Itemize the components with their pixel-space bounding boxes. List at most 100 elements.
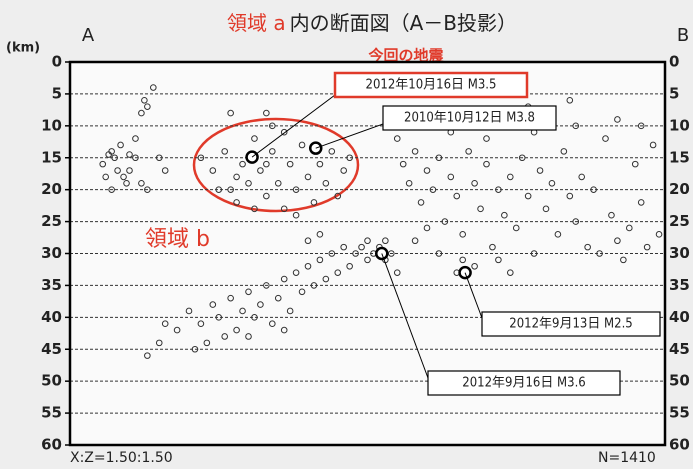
quake-point: [245, 333, 252, 340]
leader-line: [315, 123, 384, 149]
quake-point: [102, 173, 109, 181]
quake-point: [441, 218, 449, 225]
quake-point: [117, 141, 124, 149]
quake-point: [123, 179, 130, 187]
quake-point: [161, 167, 169, 174]
quake-point: [233, 199, 240, 206]
y-tick-label: 55: [41, 404, 62, 422]
y2-tick-label: 20: [669, 180, 690, 198]
quake-point: [328, 250, 336, 257]
quake-point: [269, 148, 276, 155]
quake-point: [233, 173, 240, 181]
quake-point: [251, 135, 258, 142]
quake-point: [126, 151, 133, 158]
quake-point: [518, 154, 526, 162]
ratio-label: X:Z=1.50:1.50: [70, 450, 173, 466]
quake-point: [108, 186, 115, 193]
quake-point: [280, 275, 288, 283]
quake-point: [257, 167, 264, 174]
y-tick-label: 45: [41, 340, 62, 358]
y-tick-label: 25: [41, 212, 62, 230]
quake-point: [423, 167, 431, 174]
quake-point: [304, 173, 312, 181]
y-tick-label: 0: [52, 53, 62, 71]
quake-point: [459, 231, 467, 238]
quake-point: [269, 122, 276, 130]
quake-point: [435, 250, 443, 257]
quake-point: [524, 192, 532, 200]
quake-point: [269, 320, 276, 328]
quake-point: [155, 339, 163, 347]
quake-point: [203, 339, 211, 347]
annotation-text: 2012年10月16日 M3.5: [366, 78, 497, 93]
quake-point: [447, 173, 455, 181]
quake-point: [120, 173, 127, 181]
quake-point: [483, 160, 490, 168]
quake-point: [614, 116, 621, 123]
y2-tick-label: 40: [669, 308, 690, 326]
annotation-text: 2012年9月16日 M3.6: [462, 376, 585, 391]
quake-point: [405, 179, 413, 187]
quake-point: [251, 314, 258, 321]
quake-point: [393, 135, 401, 142]
y-tick-label: 30: [41, 244, 62, 262]
y-tick-label: 50: [41, 372, 62, 390]
corner-b: B: [677, 25, 689, 46]
y2-tick-label: 25: [669, 212, 690, 230]
quake-point: [292, 186, 300, 193]
quake-point: [257, 301, 264, 308]
quake-point: [155, 154, 163, 162]
quake-point: [584, 243, 591, 251]
quake-point: [566, 97, 574, 104]
quake-point: [99, 160, 107, 168]
quake-point: [393, 269, 401, 276]
annotation-box: [481, 311, 661, 337]
quake-point: [227, 186, 234, 193]
quake-point: [477, 205, 484, 213]
annotation-text: 2010年10月12日 M3.8: [404, 111, 535, 126]
quake-point: [316, 231, 324, 238]
quake-point: [614, 237, 621, 245]
y-axis-label: (km): [6, 41, 40, 56]
y-tick-label: 20: [41, 180, 62, 198]
quake-point: [512, 224, 520, 232]
quake-point: [286, 307, 294, 315]
quake-point: [572, 122, 580, 130]
quake-point: [465, 148, 472, 155]
quake-point: [554, 231, 562, 238]
quake-point: [197, 320, 205, 328]
quake-point: [637, 122, 645, 130]
quake-point: [310, 199, 318, 206]
y2-tick-label: 5: [669, 84, 679, 102]
quake-point: [141, 97, 148, 104]
quake-point: [304, 262, 312, 270]
quake-point: [209, 301, 217, 308]
corner-a: A: [82, 25, 95, 46]
y-tick-label: 35: [41, 276, 62, 294]
quake-point: [423, 224, 431, 232]
quake-point: [126, 167, 133, 174]
quake-point: [239, 307, 246, 315]
quake-point: [105, 151, 112, 158]
quake-point: [221, 148, 228, 155]
quake-point: [263, 109, 270, 117]
quake-point: [245, 179, 252, 187]
quake-point: [411, 237, 419, 245]
quake-point: [263, 192, 270, 200]
quake-point: [382, 237, 389, 245]
leader-line: [464, 272, 483, 319]
quake-point: [144, 186, 151, 193]
leader-line: [251, 94, 336, 158]
quake-point: [310, 282, 318, 289]
quake-point: [340, 167, 348, 174]
quake-point: [280, 128, 288, 136]
count-label: N=1410: [598, 450, 656, 466]
region-b-ellipse: [192, 117, 360, 213]
quake-point: [471, 262, 478, 270]
quake-point: [471, 179, 478, 187]
quake-point: [173, 326, 181, 334]
highlight-label: 今回の地震: [367, 47, 444, 65]
quake-point: [572, 218, 580, 225]
quake-point: [429, 186, 437, 193]
